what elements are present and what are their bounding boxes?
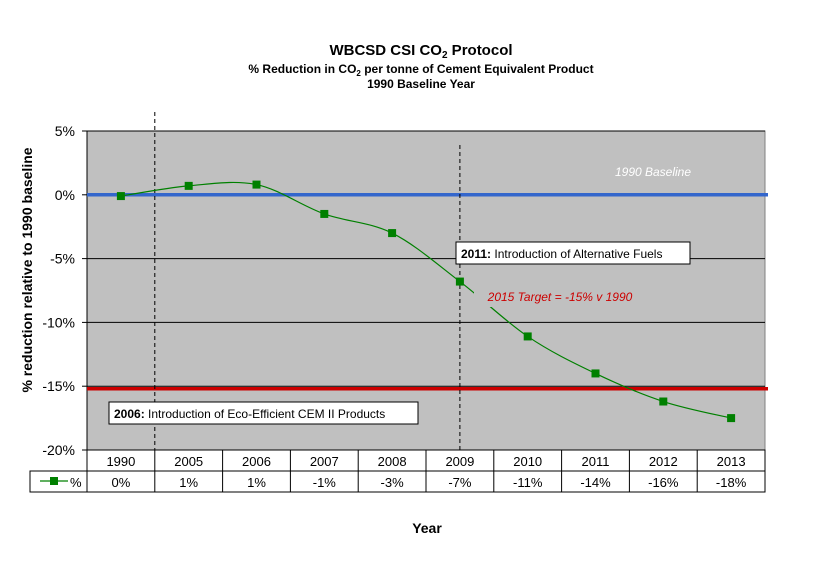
target-annotation-bg (474, 285, 644, 307)
plot-area (86, 130, 766, 451)
data-point (591, 369, 600, 378)
y-axis-title: % reduction relative to 1990 baseline (19, 147, 35, 392)
table-category-label: 2007 (310, 454, 339, 469)
legend-marker (50, 477, 58, 485)
table-value-cell: -16% (648, 475, 679, 490)
table-value-cell: -14% (580, 475, 611, 490)
data-point (388, 229, 397, 238)
event-box-2011-label: 2011: Introduction of Alternative Fuels (461, 247, 662, 261)
table-category-label: 2009 (445, 454, 474, 469)
y-tick-label: -10% (42, 314, 75, 330)
y-tick-label: -15% (42, 378, 75, 394)
event-box-2006-label: 2006: Introduction of Eco-Efficient CEM … (114, 407, 385, 421)
data-point (320, 209, 329, 218)
table-category-label: 2012 (649, 454, 678, 469)
series-line (120, 181, 732, 419)
y-tick-label: 5% (55, 123, 75, 139)
y-tick-label: -20% (42, 442, 75, 458)
table-value-cell: 1% (247, 475, 266, 490)
event-box-2011 (455, 241, 691, 265)
table-category-label: 2008 (378, 454, 407, 469)
chart-title: WBCSD CSI CO2 Protocol (329, 42, 512, 61)
table-category-label: 2010 (513, 454, 542, 469)
legend-label: % (70, 475, 82, 490)
table-category-label: 2006 (242, 454, 271, 469)
baseline-annotation: 1990 Baseline (615, 165, 691, 179)
table-value-cell: 1% (179, 475, 198, 490)
table-category-label: 1990 (106, 454, 135, 469)
table-category-label: 2011 (582, 454, 610, 469)
data-point (727, 414, 736, 423)
table-value-cell: 0% (112, 475, 131, 490)
table-category-label: 2013 (717, 454, 746, 469)
data-point (523, 332, 532, 341)
table-category-label: 2005 (174, 454, 203, 469)
table-value-cell: -11% (513, 475, 543, 490)
y-tick-label: -5% (50, 251, 75, 267)
chart-subtitle-line1: % Reduction in CO2 per tonne of Cement E… (248, 62, 593, 78)
data-point (455, 277, 464, 286)
data-point (116, 192, 125, 201)
data-point (659, 397, 668, 406)
table-value-cell: -18% (716, 475, 747, 490)
table-value-cell: -1% (313, 475, 337, 490)
x-axis-title: Year (412, 520, 442, 536)
table-value-cell: -7% (448, 475, 472, 490)
data-point (184, 181, 193, 190)
y-tick-label: 0% (55, 187, 75, 203)
chart-subtitle-line2: 1990 Baseline Year (367, 77, 475, 91)
event-box-2006 (108, 401, 419, 425)
target-annotation: 2015 Target = -15% v 1990 (487, 290, 633, 304)
table-value-cell: -3% (381, 475, 405, 490)
data-point (252, 180, 261, 189)
